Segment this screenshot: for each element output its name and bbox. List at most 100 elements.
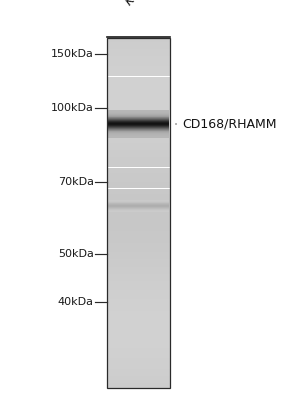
Bar bbox=[108, 128, 169, 129]
Bar bbox=[107, 38, 170, 40]
Bar bbox=[107, 318, 170, 320]
Bar bbox=[107, 264, 170, 266]
Bar bbox=[107, 164, 170, 166]
Text: 150kDa: 150kDa bbox=[51, 49, 94, 59]
Bar bbox=[107, 197, 170, 199]
Bar bbox=[107, 292, 170, 294]
Bar bbox=[107, 367, 170, 369]
Bar bbox=[107, 180, 170, 182]
Bar bbox=[107, 378, 170, 379]
Bar bbox=[107, 70, 170, 71]
Bar bbox=[107, 57, 170, 59]
Bar bbox=[107, 272, 170, 274]
Bar bbox=[107, 138, 170, 140]
Bar bbox=[107, 227, 170, 229]
Bar bbox=[107, 38, 170, 388]
Bar bbox=[108, 135, 169, 136]
Bar bbox=[108, 125, 169, 126]
Bar bbox=[107, 208, 170, 210]
Bar bbox=[107, 379, 170, 381]
Bar bbox=[107, 168, 170, 169]
Bar bbox=[107, 113, 170, 115]
Bar bbox=[107, 236, 170, 238]
Bar bbox=[108, 119, 169, 120]
Bar bbox=[108, 110, 169, 111]
Bar bbox=[107, 374, 170, 376]
Bar bbox=[107, 204, 170, 206]
Bar bbox=[108, 121, 169, 122]
Bar bbox=[107, 120, 170, 122]
Bar bbox=[107, 328, 170, 330]
Bar bbox=[107, 152, 170, 154]
Bar bbox=[107, 126, 170, 127]
Bar bbox=[107, 75, 170, 76]
Bar bbox=[107, 232, 170, 234]
Bar bbox=[107, 250, 170, 252]
Bar bbox=[107, 56, 170, 57]
Bar bbox=[107, 43, 170, 45]
Bar bbox=[107, 376, 170, 378]
Bar bbox=[107, 288, 170, 290]
Bar bbox=[107, 173, 170, 174]
Bar bbox=[107, 216, 170, 218]
Bar bbox=[107, 278, 170, 280]
Bar bbox=[108, 123, 169, 124]
Bar bbox=[107, 290, 170, 292]
Bar bbox=[107, 350, 170, 351]
Bar bbox=[107, 370, 170, 372]
Bar bbox=[107, 150, 170, 152]
Bar bbox=[107, 87, 170, 89]
Bar bbox=[108, 118, 169, 119]
Bar bbox=[107, 364, 170, 365]
Bar bbox=[108, 112, 169, 113]
Bar bbox=[107, 271, 170, 272]
Bar bbox=[107, 294, 170, 295]
Bar bbox=[108, 124, 169, 125]
Bar bbox=[107, 230, 170, 232]
Text: 40kDa: 40kDa bbox=[58, 297, 94, 307]
Bar bbox=[107, 302, 170, 304]
Text: K-562: K-562 bbox=[122, 0, 155, 8]
Bar bbox=[108, 133, 169, 134]
Bar bbox=[107, 140, 170, 141]
Bar bbox=[107, 141, 170, 143]
Bar bbox=[107, 143, 170, 145]
Bar bbox=[108, 129, 169, 130]
Bar bbox=[108, 136, 169, 137]
Bar bbox=[107, 224, 170, 225]
Bar bbox=[107, 89, 170, 90]
Bar bbox=[107, 94, 170, 96]
Bar bbox=[107, 194, 170, 196]
Bar bbox=[107, 244, 170, 246]
Bar bbox=[107, 353, 170, 355]
Bar bbox=[107, 192, 170, 194]
Bar bbox=[107, 252, 170, 253]
Bar bbox=[107, 360, 170, 362]
Bar bbox=[107, 257, 170, 258]
Bar bbox=[107, 304, 170, 306]
Bar bbox=[107, 183, 170, 185]
Bar bbox=[107, 280, 170, 281]
Bar bbox=[107, 115, 170, 117]
Bar bbox=[107, 155, 170, 157]
Bar bbox=[107, 260, 170, 262]
Bar bbox=[107, 199, 170, 201]
Bar bbox=[108, 137, 169, 138]
Bar bbox=[107, 124, 170, 126]
Bar bbox=[107, 267, 170, 269]
Bar bbox=[108, 111, 169, 112]
Bar bbox=[107, 241, 170, 243]
Text: CD168/RHAMM: CD168/RHAMM bbox=[176, 118, 276, 130]
Bar bbox=[107, 348, 170, 350]
Bar bbox=[107, 47, 170, 48]
Bar bbox=[107, 76, 170, 78]
Bar bbox=[107, 286, 170, 288]
Bar bbox=[107, 281, 170, 283]
Bar bbox=[107, 103, 170, 104]
Bar bbox=[107, 98, 170, 99]
Bar bbox=[107, 300, 170, 302]
Bar bbox=[107, 339, 170, 341]
Bar bbox=[107, 337, 170, 339]
Bar bbox=[107, 355, 170, 356]
Bar bbox=[107, 336, 170, 337]
